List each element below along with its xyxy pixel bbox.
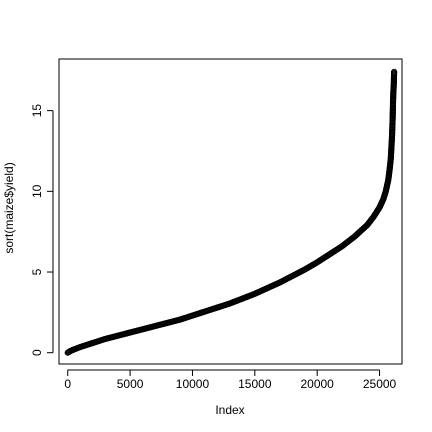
y-tick-label: 10 <box>30 184 44 198</box>
y-axis-label: sort(maize$yield) <box>2 162 16 253</box>
y-axis: 0 5 10 15 <box>30 104 54 356</box>
y-tick-label: 5 <box>30 268 44 275</box>
y-tick-label: 0 <box>30 349 44 356</box>
data-points <box>64 68 398 356</box>
x-tick-label: 25000 <box>363 377 397 391</box>
data-point <box>391 68 398 76</box>
y-tick-label: 15 <box>30 104 44 118</box>
x-axis-label: Index <box>215 403 244 417</box>
x-tick-label: 10000 <box>176 377 210 391</box>
plot-box <box>58 58 403 365</box>
x-tick-label: 15000 <box>238 377 272 391</box>
x-tick-label: 5000 <box>117 377 144 391</box>
x-axis: 0 5000 10000 15000 20000 25000 <box>64 369 397 391</box>
x-tick-label: 20000 <box>300 377 334 391</box>
x-tick-label: 0 <box>64 377 71 391</box>
